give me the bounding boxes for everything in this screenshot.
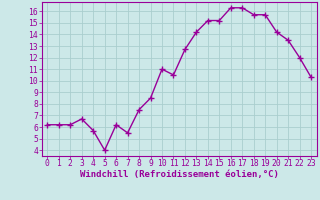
X-axis label: Windchill (Refroidissement éolien,°C): Windchill (Refroidissement éolien,°C) xyxy=(80,170,279,179)
